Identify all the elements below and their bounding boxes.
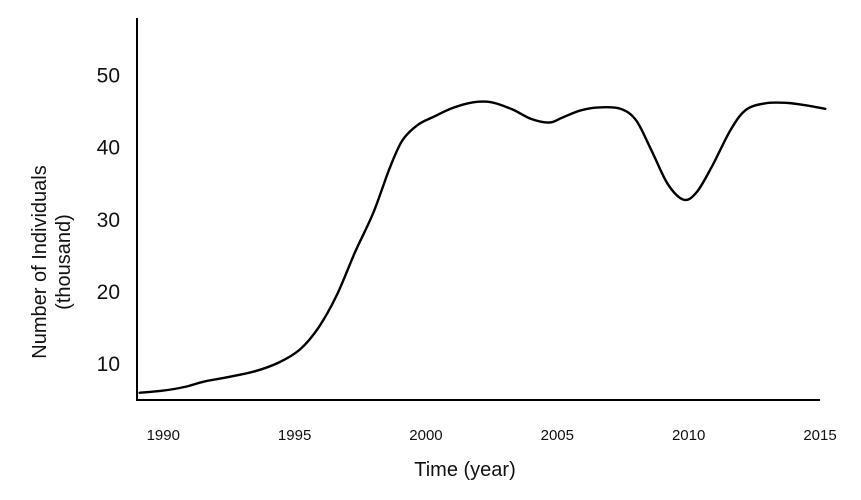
- x-tick-label: 1990: [147, 427, 180, 444]
- tick-labels: 1990 1995 2000 2005 2010 2015 10 20 30 40 50: [97, 65, 837, 444]
- x-tick-label: 2000: [409, 427, 442, 444]
- y-axis-title-line2: (thousand): [53, 214, 75, 310]
- y-axis-title-line1: Number of Individuals: [29, 165, 51, 358]
- x-tick-label: 2015: [803, 427, 836, 444]
- y-tick-label: 50: [97, 65, 120, 88]
- series-layer: [138, 100, 827, 394]
- series-line: [138, 100, 827, 394]
- axes: [136, 18, 820, 401]
- x-tick-label: 2010: [672, 427, 705, 444]
- x-tick-label: 1995: [278, 427, 311, 444]
- y-tick-label: 40: [97, 137, 120, 160]
- y-tick-label: 30: [97, 209, 120, 232]
- y-tick-label: 20: [97, 281, 120, 304]
- x-axis-title: Time (year): [414, 459, 515, 481]
- y-axis-title: Number of Individuals (thousand): [29, 165, 75, 358]
- y-tick-label: 10: [97, 353, 120, 376]
- x-tick-label: 2005: [541, 427, 574, 444]
